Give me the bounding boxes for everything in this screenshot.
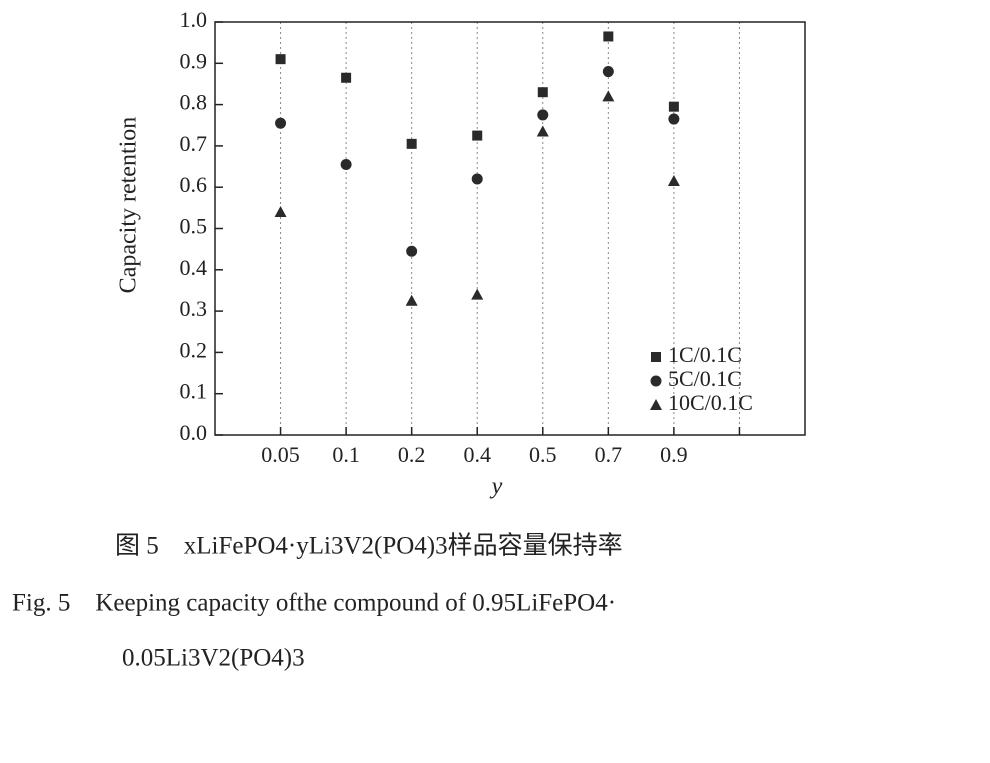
y-tick-label: 0.2 xyxy=(180,337,208,362)
triangle-marker xyxy=(471,288,484,300)
y-tick-label: 0.4 xyxy=(180,255,208,280)
circle-marker xyxy=(340,158,352,170)
y-tick-label: 0.3 xyxy=(180,296,208,321)
x-tick-label: 0.05 xyxy=(261,442,300,467)
legend-label: 10C/0.1C xyxy=(668,390,753,415)
square-marker xyxy=(668,101,679,112)
y-tick-label: 0.1 xyxy=(180,379,208,404)
x-tick-label: 0.5 xyxy=(529,442,557,467)
triangle-marker xyxy=(650,399,662,410)
square-marker xyxy=(341,72,352,83)
circle-marker xyxy=(650,375,662,387)
circle-marker xyxy=(471,173,483,185)
y-tick-label: 0.5 xyxy=(180,214,208,239)
circle-marker xyxy=(668,113,680,125)
y-tick-label: 0.9 xyxy=(180,48,208,73)
square-marker xyxy=(651,352,661,362)
square-marker xyxy=(603,31,614,42)
x-tick-label: 0.4 xyxy=(463,442,491,467)
caption-en-2: 0.05Li3V2(PO4)3 xyxy=(122,645,305,672)
square-marker xyxy=(275,54,286,65)
x-axis-label: y xyxy=(490,474,503,500)
square-marker xyxy=(472,130,483,141)
square-marker xyxy=(406,138,417,149)
caption-cn: 图 5 xLiFePO4·yLi3V2(PO4)3样品容量保持率 xyxy=(115,532,623,560)
circle-marker xyxy=(275,117,287,129)
legend-label: 5C/0.1C xyxy=(668,366,742,391)
triangle-marker xyxy=(274,205,287,217)
x-tick-label: 0.9 xyxy=(660,442,688,467)
triangle-marker xyxy=(536,125,549,137)
y-tick-label: 1.0 xyxy=(180,7,208,32)
square-marker xyxy=(537,87,548,98)
x-tick-label: 0.2 xyxy=(398,442,426,467)
x-tick-label: 0.7 xyxy=(595,442,623,467)
y-tick-label: 0.8 xyxy=(180,90,208,115)
triangle-marker xyxy=(405,294,418,306)
legend-label: 1C/0.1C xyxy=(668,342,742,367)
circle-marker xyxy=(406,245,418,257)
circle-marker xyxy=(537,109,549,121)
caption-en: Fig. 5 Keeping capacity ofthe compound o… xyxy=(12,590,616,617)
y-tick-label: 0.6 xyxy=(180,172,208,197)
triangle-marker xyxy=(602,90,615,102)
y-axis-label: Capacity retention xyxy=(116,117,142,294)
triangle-marker xyxy=(667,175,680,187)
circle-marker xyxy=(602,66,614,78)
x-tick-label: 0.1 xyxy=(332,442,360,467)
y-tick-label: 0.7 xyxy=(180,131,208,156)
y-tick-label: 0.0 xyxy=(180,420,208,445)
